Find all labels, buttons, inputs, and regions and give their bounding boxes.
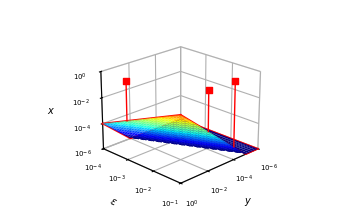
X-axis label: $y$: $y$ <box>244 196 252 208</box>
Y-axis label: $\epsilon$: $\epsilon$ <box>108 196 119 208</box>
